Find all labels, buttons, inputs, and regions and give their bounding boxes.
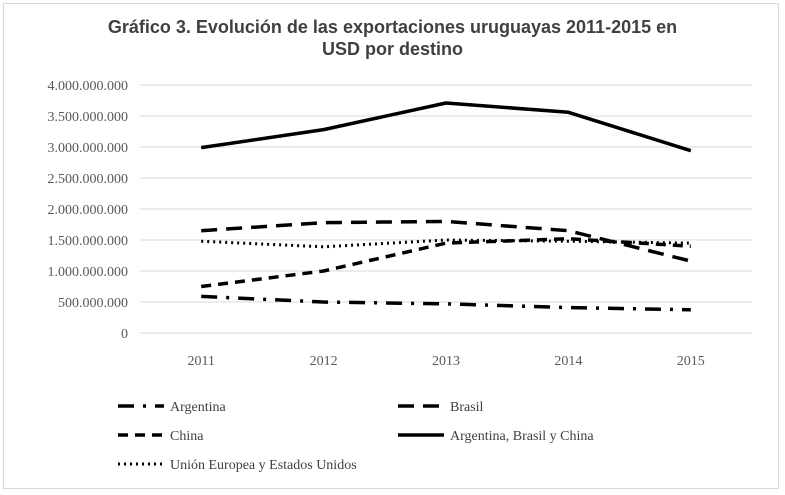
y-tick-label: 3.000.000.000	[48, 141, 129, 156]
y-axis-ticks: 0 500.000.000 1.000.000.000 1.500.000.000 2.…	[48, 79, 129, 342]
chart-frame	[3, 3, 779, 489]
x-axis-ticks: 2011 2012 2013 2014 2015	[187, 354, 704, 369]
gridlines	[140, 84, 752, 334]
x-tick-label: 2013	[432, 354, 460, 369]
y-tick-label: 0	[121, 327, 128, 342]
series-line	[201, 294, 691, 312]
series-line	[201, 238, 691, 249]
y-tick-label: 1.500.000.000	[48, 234, 129, 249]
y-tick-label: 500.000.000	[58, 296, 128, 311]
x-tick-label: 2015	[677, 354, 705, 369]
series-line	[201, 219, 692, 263]
y-tick-label: 1.000.000.000	[48, 265, 129, 280]
chart-title-line-1: Gráfico 3. Evolución de las exportacione…	[107, 17, 678, 37]
y-tick-label: 2.000.000.000	[48, 203, 129, 218]
x-tick-label: 2014	[554, 354, 582, 369]
y-tick-label: 3.500.000.000	[48, 110, 129, 125]
legend-label: Unión Europea y Estados Unidos	[170, 458, 357, 473]
series-lines	[200, 101, 692, 312]
x-tick-label: 2012	[310, 354, 338, 369]
legend: Argentina Brasil China Argentina, Brasil y …	[118, 400, 594, 473]
x-tick-label: 2011	[187, 354, 214, 369]
chart-title: Gráfico 3. Evolución de las exportacione…	[0, 16, 785, 60]
y-tick-label: 2.500.000.000	[48, 172, 129, 187]
legend-label: Argentina	[170, 400, 227, 415]
legend-label: China	[170, 429, 204, 444]
legend-label: Argentina, Brasil y China	[450, 429, 594, 444]
legend-label: Brasil	[450, 400, 484, 415]
series-line	[200, 101, 692, 153]
chart-title-line-2: USD por destino	[321, 39, 463, 59]
y-tick-label: 4.000.000.000	[48, 79, 129, 94]
